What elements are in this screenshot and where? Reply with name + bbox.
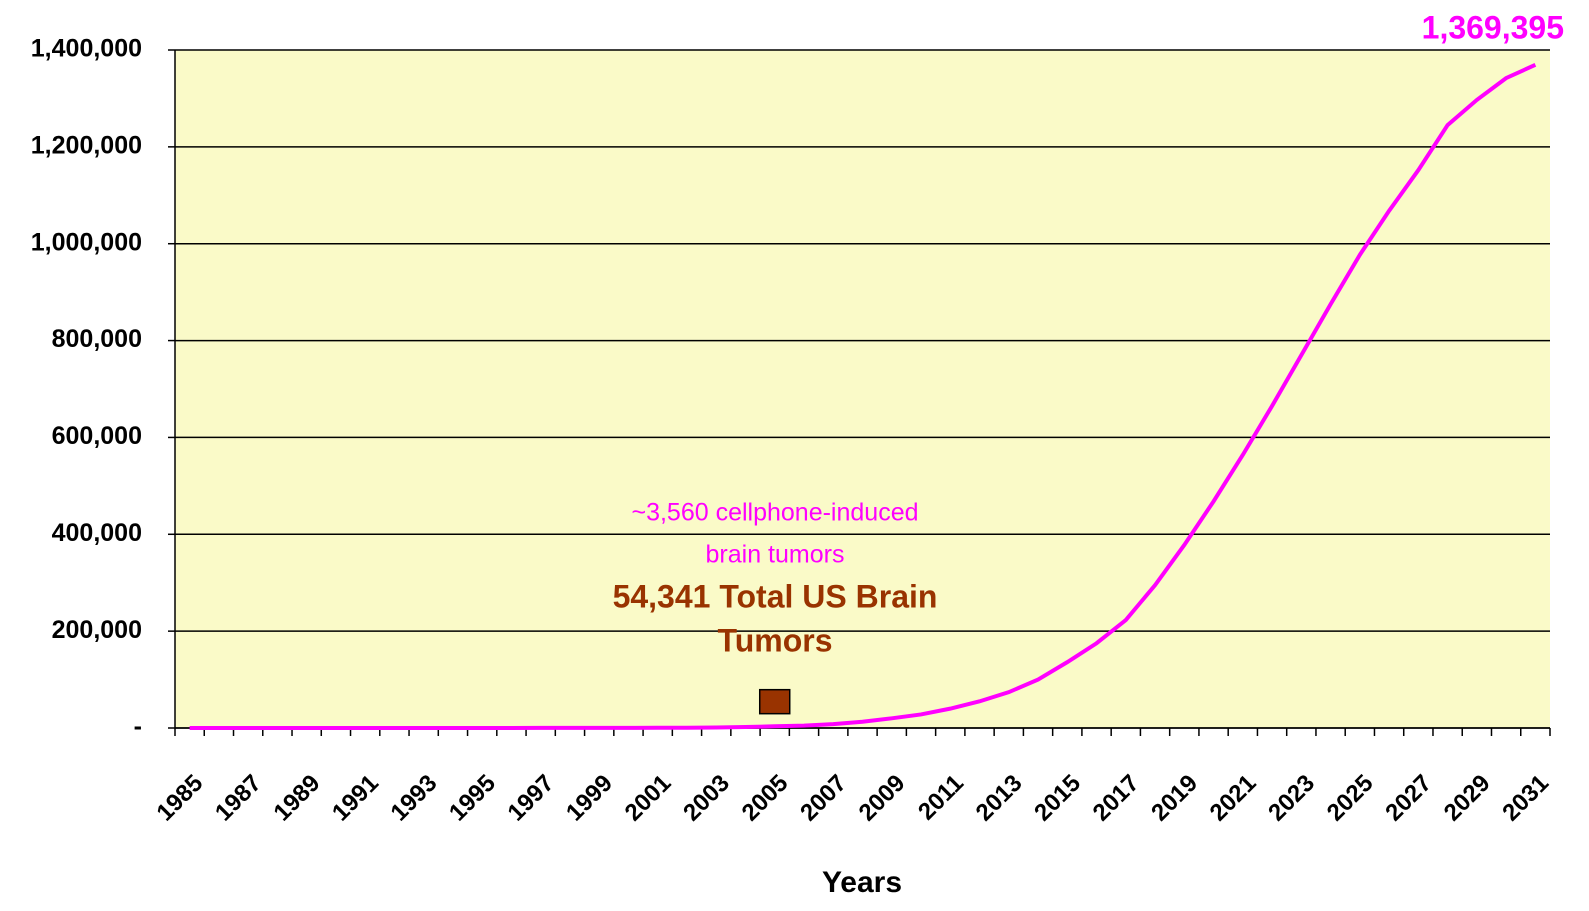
x-axis-label: Years — [822, 866, 902, 899]
annotation: Tumors — [718, 622, 833, 658]
x-tick-label: 2031 — [1497, 770, 1554, 827]
x-tick-label: 2017 — [1088, 770, 1145, 827]
x-tick-label: 2027 — [1380, 770, 1437, 827]
series-line — [189, 63, 1537, 730]
annotation: brain tumors — [706, 541, 845, 569]
x-tick-label: 2005 — [737, 770, 794, 827]
x-tick-label: 1991 — [327, 770, 384, 827]
y-tick-label: 1,400,000 — [31, 35, 142, 63]
x-tick-label: 1989 — [269, 770, 326, 827]
y-tick-label: 200,000 — [52, 616, 142, 644]
x-tick-label: 2029 — [1439, 770, 1496, 827]
y-tick-label: 600,000 — [52, 422, 142, 450]
y-tick-label: - — [134, 713, 142, 741]
x-tick-label: 1993 — [386, 770, 443, 827]
x-tick-label: 2023 — [1263, 770, 1320, 827]
x-tick-label: 2011 — [913, 770, 969, 826]
x-tick-label: 2001 — [620, 770, 677, 827]
annotation: ~3,560 cellphone-induced — [631, 499, 918, 527]
annotation: 54,341 Total US Brain — [613, 578, 938, 614]
x-tick-label: 2009 — [854, 770, 911, 827]
y-tick-label: 400,000 — [52, 519, 142, 547]
y-tick-label: 1,000,000 — [31, 228, 142, 256]
x-tick-label: 2019 — [1146, 770, 1203, 827]
x-tick-label: 1995 — [444, 770, 501, 827]
x-tick-label: 1997 — [503, 770, 560, 827]
marker — [758, 688, 791, 715]
x-tick-label: 1987 — [210, 770, 267, 827]
y-tick-label: 800,000 — [52, 325, 142, 353]
plot-area — [175, 50, 1550, 728]
x-tick-label: 1999 — [561, 770, 618, 827]
x-tick-label: 2025 — [1322, 770, 1379, 827]
x-tick-label: 1985 — [152, 770, 209, 827]
x-tick-label: 2015 — [1029, 770, 1086, 827]
x-tick-label: 2003 — [678, 770, 735, 827]
data-label: 1,369,395 — [1422, 9, 1564, 45]
x-tick-label: 2021 — [1205, 770, 1262, 827]
y-tick-label: 1,200,000 — [31, 131, 142, 159]
x-tick-label: 2007 — [795, 770, 852, 827]
x-tick-label: 2013 — [971, 770, 1028, 827]
